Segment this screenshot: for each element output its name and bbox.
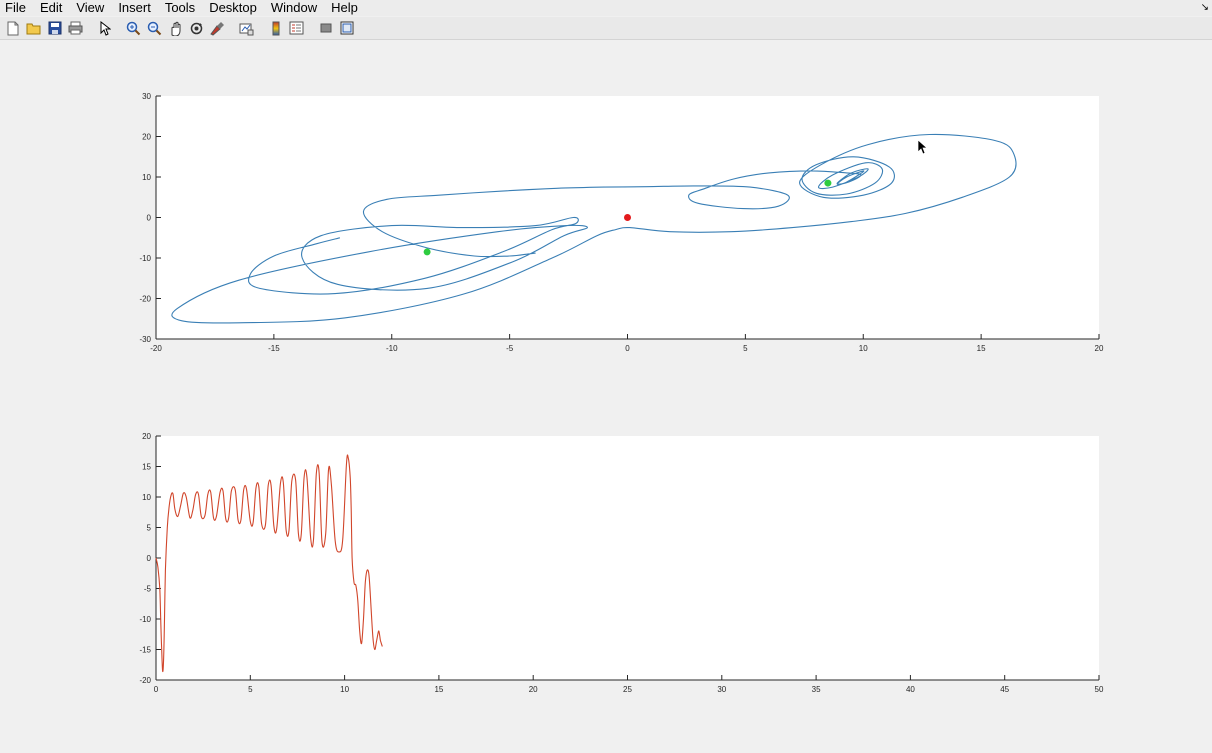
open-file-icon[interactable] bbox=[25, 20, 42, 37]
y-tick-label: -20 bbox=[139, 676, 151, 685]
hide-plot-tools-icon[interactable] bbox=[317, 20, 334, 37]
y-tick-label: 5 bbox=[147, 524, 152, 533]
x-tick-label: 15 bbox=[434, 685, 443, 694]
link-plot-icon[interactable] bbox=[238, 20, 255, 37]
menu-insert[interactable]: Insert bbox=[118, 0, 151, 15]
y-tick-label: -15 bbox=[139, 646, 151, 655]
show-plot-tools-icon[interactable] bbox=[338, 20, 355, 37]
x-tick-label: 5 bbox=[248, 685, 253, 694]
x-tick-label: 25 bbox=[623, 685, 632, 694]
x-tick-label: 40 bbox=[906, 685, 915, 694]
zoom-out-icon[interactable] bbox=[146, 20, 163, 37]
y-tick-label: 15 bbox=[142, 463, 151, 472]
y-tick-label: -5 bbox=[144, 585, 152, 594]
y-tick-label: 10 bbox=[142, 173, 151, 182]
legend-icon[interactable] bbox=[288, 20, 305, 37]
menu-tools[interactable]: Tools bbox=[164, 0, 196, 15]
print-icon[interactable] bbox=[67, 20, 84, 37]
menu-view[interactable]: View bbox=[76, 0, 105, 15]
x-tick-label: 10 bbox=[859, 344, 868, 353]
x-tick-label: 15 bbox=[977, 344, 986, 353]
y-tick-label: 20 bbox=[142, 432, 151, 441]
x-tick-label: 0 bbox=[625, 344, 630, 353]
menu-help[interactable]: Help bbox=[331, 0, 358, 15]
y-tick-label: -10 bbox=[139, 615, 151, 624]
x-tick-label: -5 bbox=[506, 344, 514, 353]
figure-toolbar bbox=[0, 17, 1212, 40]
x-tick-label: 20 bbox=[529, 685, 538, 694]
x-tick-label: 45 bbox=[1000, 685, 1009, 694]
menu-edit[interactable]: Edit bbox=[39, 0, 63, 15]
x-tick-label: 30 bbox=[717, 685, 726, 694]
x-tick-label: 0 bbox=[154, 685, 159, 694]
trajectory-line bbox=[171, 133, 1017, 324]
y-tick-label: -10 bbox=[139, 254, 151, 263]
x-tick-label: 10 bbox=[340, 685, 349, 694]
menu-window[interactable]: Window bbox=[270, 0, 318, 15]
pan-icon[interactable] bbox=[167, 20, 184, 37]
equilibrium-point bbox=[824, 179, 832, 187]
rotate-3d-icon[interactable] bbox=[188, 20, 205, 37]
mouse-cursor-icon bbox=[917, 139, 928, 155]
colorbar-icon[interactable] bbox=[267, 20, 284, 37]
y-tick-label: -20 bbox=[139, 295, 151, 304]
menu-file[interactable]: File bbox=[5, 0, 26, 15]
plot-area bbox=[156, 436, 1099, 680]
x-tick-label: 20 bbox=[1095, 344, 1104, 353]
y-tick-label: 20 bbox=[142, 133, 151, 142]
new-figure-icon[interactable] bbox=[4, 20, 21, 37]
time-series-line bbox=[155, 454, 383, 673]
pointer-icon[interactable] bbox=[96, 20, 113, 37]
equilibrium-point bbox=[624, 214, 631, 221]
x-tick-label: -15 bbox=[268, 344, 280, 353]
save-icon[interactable] bbox=[46, 20, 63, 37]
x-tick-label: -20 bbox=[150, 344, 162, 353]
time-series-axes[interactable]: 0 5 10 15 20 25 30 35 40 45 50 -20 -15 -10 -5 0 5 10 15 20 bbox=[139, 432, 1104, 694]
equilibrium-point bbox=[423, 248, 431, 256]
x-tick-label: 5 bbox=[743, 344, 748, 353]
y-tick-label: 0 bbox=[147, 554, 152, 563]
y-tick-label: 0 bbox=[147, 214, 152, 223]
zoom-in-icon[interactable] bbox=[125, 20, 142, 37]
data-brush-icon[interactable] bbox=[209, 20, 226, 37]
menu-bar: File Edit View Insert Tools Desktop Wind… bbox=[0, 0, 1212, 16]
x-tick-label: 35 bbox=[812, 685, 821, 694]
x-tick-label: 50 bbox=[1095, 685, 1104, 694]
x-tick-label: -10 bbox=[386, 344, 398, 353]
y-tick-label: 10 bbox=[142, 493, 151, 502]
menu-desktop[interactable]: Desktop bbox=[209, 0, 257, 15]
y-tick-label: -30 bbox=[139, 335, 151, 344]
dock-arrow-icon[interactable]: ↘ bbox=[1200, 2, 1209, 13]
y-tick-label: 30 bbox=[142, 92, 151, 101]
